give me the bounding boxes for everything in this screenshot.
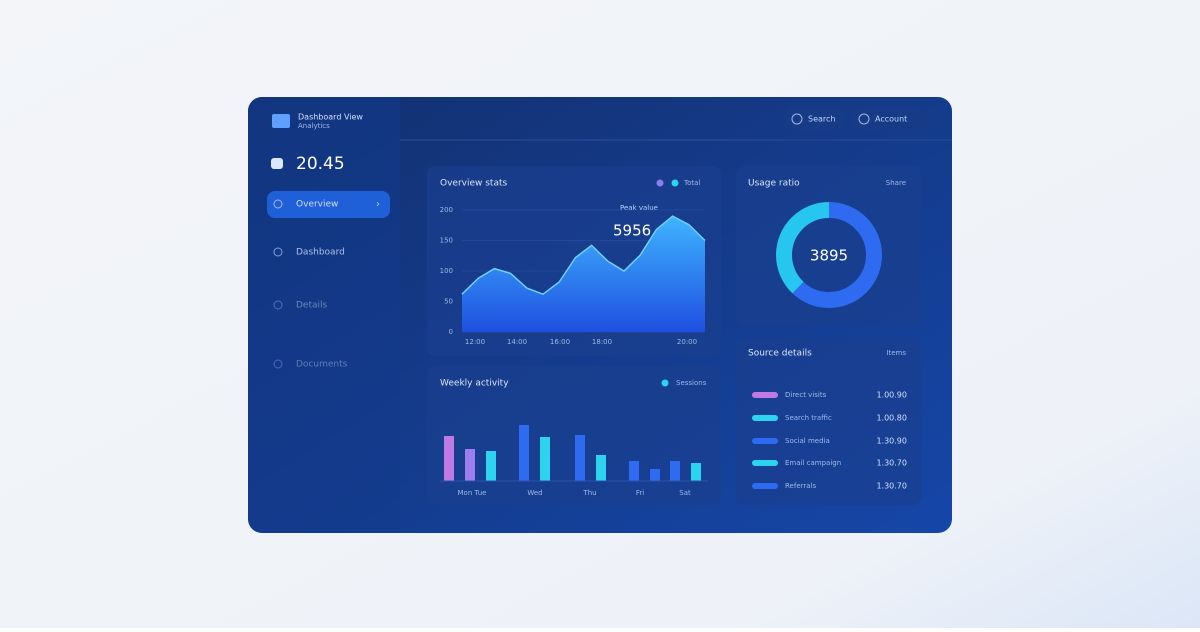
nav-icon <box>273 247 283 257</box>
y-tick-label: 0 <box>449 328 453 336</box>
bar <box>540 437 550 481</box>
x-tick-label: Sat <box>679 489 691 497</box>
wallet-icon <box>271 158 283 169</box>
legend-dot <box>661 379 669 387</box>
bar <box>486 451 496 481</box>
button-icon <box>791 113 803 125</box>
legend: Sessions <box>676 379 707 387</box>
nav-item: Overview <box>296 200 338 210</box>
row-label: Search traffic <box>785 414 832 422</box>
area <box>462 216 705 332</box>
row-label: Referrals <box>785 482 816 490</box>
y-tick-label: 200 <box>440 206 453 214</box>
nav-active[interactable] <box>267 191 390 218</box>
bar <box>629 461 639 481</box>
x-tick-label: Mon Tue <box>458 489 487 497</box>
row-swatch <box>752 438 778 444</box>
panel-title: Overview stats <box>440 179 507 189</box>
bar <box>691 463 701 481</box>
button[interactable] <box>785 108 845 130</box>
x-tick-label: 16:00 <box>550 338 570 346</box>
panel <box>736 338 921 505</box>
nav-item: Documents <box>296 360 348 370</box>
button-label: Search <box>808 115 835 124</box>
x-tick-label: 12:00 <box>465 338 485 346</box>
panel <box>736 166 921 325</box>
peak-value: 5956 <box>613 222 651 240</box>
panel-title: Source details <box>748 349 812 359</box>
row-swatch <box>752 392 778 398</box>
x-tick-label: Fri <box>636 489 644 497</box>
nav-icon <box>273 300 283 310</box>
panel-title: Usage ratio <box>748 179 800 189</box>
panel-title: Weekly activity <box>440 379 509 389</box>
row-swatch <box>752 415 778 421</box>
balance: 20.45 <box>296 154 345 174</box>
nav-item: Dashboard <box>296 248 345 258</box>
legend-dot <box>671 179 679 187</box>
x-tick-label: Wed <box>527 489 542 497</box>
x-tick-label: Thu <box>582 489 596 497</box>
donut-center: 3895 <box>810 247 848 265</box>
button-label: Account <box>875 115 907 124</box>
legend-dot <box>656 179 664 187</box>
button-icon <box>858 113 870 125</box>
row-value: 1.00.80 <box>876 414 907 423</box>
bar <box>670 461 680 481</box>
bar <box>519 425 529 481</box>
bar <box>465 449 475 481</box>
bar <box>575 435 585 481</box>
legend: Total <box>683 179 700 187</box>
area-line <box>461 215 706 296</box>
row-swatch <box>752 483 778 489</box>
legend: Share <box>886 179 906 187</box>
y-tick-label: 150 <box>440 237 453 245</box>
x-tick-label: 20:00 <box>677 338 697 346</box>
row-label: Email campaign <box>785 459 841 467</box>
row-label: Social media <box>785 437 830 445</box>
y-tick-label: 50 <box>444 298 453 306</box>
bar <box>650 469 660 481</box>
brand: Dashboard View <box>298 113 363 122</box>
bar <box>596 455 606 481</box>
panel <box>427 366 721 505</box>
x-tick-label: 14:00 <box>507 338 527 346</box>
legend: Items <box>886 349 906 357</box>
chevron: › <box>376 199 380 210</box>
y-tick-label: 100 <box>440 267 453 275</box>
nav-icon <box>273 359 283 369</box>
peak-label: Peak value <box>620 204 658 212</box>
nav-item: Details <box>296 301 328 311</box>
button[interactable] <box>852 108 930 130</box>
row-swatch <box>752 460 778 466</box>
logo <box>272 114 290 128</box>
bar <box>444 436 454 481</box>
row-label: Direct visits <box>785 391 827 399</box>
row-value: 1.30.70 <box>876 459 907 468</box>
row-value: 1.00.90 <box>876 391 907 400</box>
donut-segment <box>776 202 882 308</box>
nav-icon <box>273 199 283 209</box>
brand-sub: Analytics <box>298 122 330 130</box>
x-tick-label: 18:00 <box>592 338 612 346</box>
row-value: 1.30.70 <box>876 482 907 491</box>
row-value: 1.30.90 <box>876 437 907 446</box>
